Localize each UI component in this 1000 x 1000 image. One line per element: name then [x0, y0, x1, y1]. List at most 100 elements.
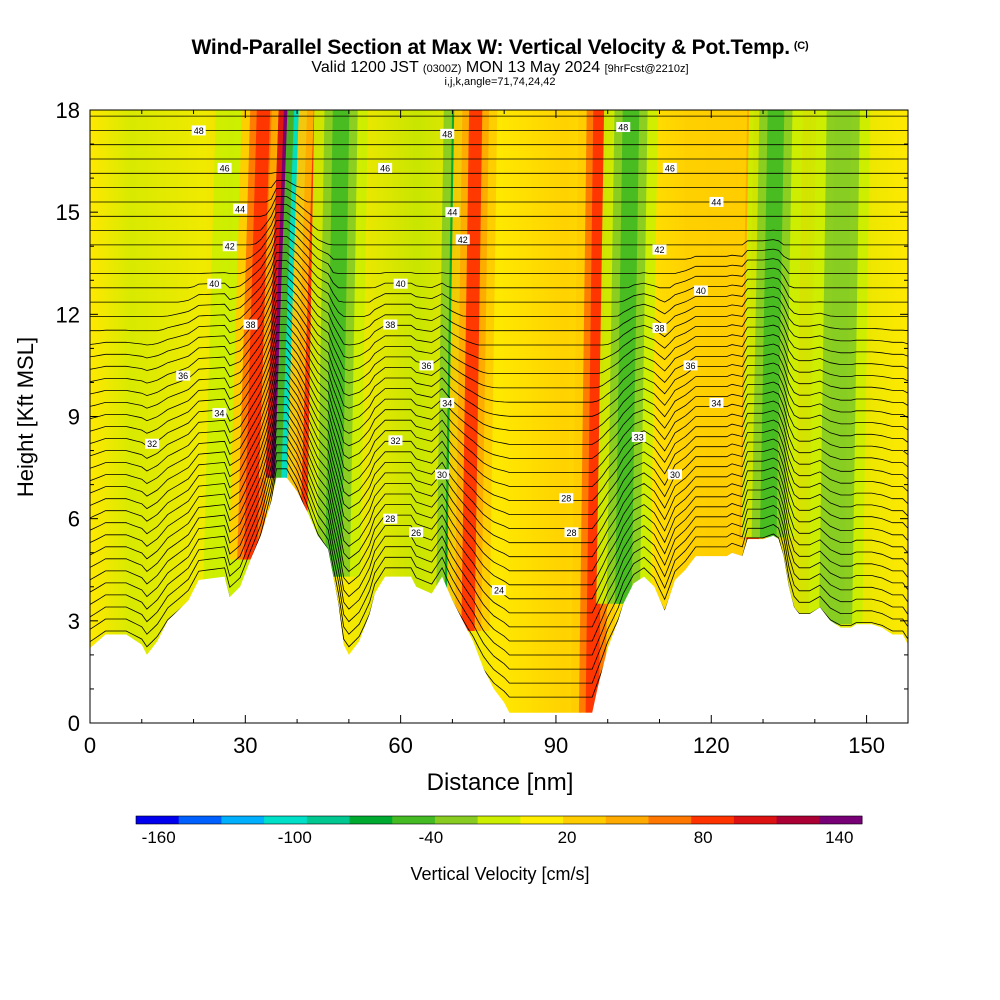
theta-contour — [90, 308, 908, 417]
x-tick-label: 90 — [544, 733, 568, 758]
colorbar-label: Vertical Velocity [cm/s] — [410, 864, 589, 884]
theta-label: 34 — [709, 397, 724, 408]
theta-label-bg — [662, 162, 677, 173]
velocity-band — [243, 110, 271, 560]
y-tick-label: 9 — [68, 405, 80, 430]
theta-label-bg — [455, 234, 470, 245]
theta-contour-labels: 48 46 44 42 40 38 36 34 32 48 46 44 42 40 38 36 34 32 30 28… — [145, 122, 724, 596]
x-tick-label: 120 — [693, 733, 730, 758]
theta-label: 46 — [662, 162, 677, 173]
plot-area: 48 46 44 42 40 38 36 34 32 48 46 44 42 40 38 36 34 32 30 28… — [90, 110, 908, 723]
colorbar-swatch — [434, 816, 479, 824]
theta-label-text: 24 — [494, 586, 504, 596]
theta-label-bg — [440, 397, 455, 408]
theta-label-text: 46 — [220, 163, 230, 173]
theta-label: 28 — [559, 493, 574, 504]
theta-contour — [90, 340, 908, 473]
theta-contour — [90, 420, 908, 614]
theta-label-bg — [631, 431, 646, 442]
theta-contour — [90, 220, 908, 260]
x-tick-label: 150 — [848, 733, 885, 758]
colorbar-tick-label: 140 — [825, 828, 853, 847]
theta-label-text: 36 — [422, 361, 432, 371]
theta-label: 40 — [393, 278, 408, 289]
theta-label: 42 — [455, 234, 470, 245]
theta-label-bg — [233, 203, 248, 214]
colorbar-swatch — [178, 816, 222, 824]
theta-label-text: 38 — [385, 320, 395, 330]
theta-label: 34 — [212, 408, 227, 419]
forecast-tag: [9hrFcst@2210z] — [604, 63, 689, 75]
theta-label-text: 42 — [654, 245, 664, 255]
theta-label-text: 46 — [665, 163, 675, 173]
theta-label: 40 — [693, 285, 708, 296]
theta-label-bg — [393, 278, 408, 289]
theta-label-bg — [243, 319, 258, 330]
theta-label-text: 36 — [686, 361, 696, 371]
theta-label: 48 — [616, 122, 631, 133]
theta-contour — [90, 372, 908, 529]
theta-label-text: 34 — [442, 398, 452, 408]
theta-label: 48 — [191, 125, 206, 136]
theta-label: 28 — [564, 527, 579, 538]
theta-label: 24 — [492, 585, 506, 596]
theta-label-text: 34 — [214, 409, 224, 419]
theta-contour — [90, 396, 908, 572]
theta-contour — [90, 180, 908, 188]
colorbar-swatch — [691, 816, 735, 824]
theta-contours — [90, 115, 908, 698]
theta-contour — [90, 404, 908, 586]
theta-contour — [90, 252, 908, 317]
theta-label-text: 36 — [178, 371, 188, 381]
theta-label: 32 — [388, 435, 403, 446]
theta-label-bg — [419, 360, 434, 371]
chart-title: Wind-Parallel Section at Max W: Vertical… — [0, 36, 1000, 60]
theta-label-text: 30 — [437, 470, 447, 480]
theta-contour — [90, 228, 908, 274]
theta-contour — [90, 428, 908, 628]
theta-label-text: 46 — [380, 163, 390, 173]
theta-label-bg — [652, 322, 667, 333]
velocity-band — [461, 110, 483, 631]
theta-label: 42 — [222, 241, 237, 252]
valid-prefix: Valid 1200 JST — [311, 59, 419, 76]
colorbar-swatch — [776, 816, 820, 824]
theta-label-text: 38 — [654, 323, 664, 333]
velocity-band — [827, 110, 852, 625]
velocity-band — [759, 110, 785, 538]
theta-contour — [90, 292, 908, 389]
y-tick-label: 3 — [68, 609, 80, 634]
theta-label-bg — [217, 162, 232, 173]
theta-label-bg — [176, 370, 191, 381]
y-tick-label: 0 — [68, 711, 80, 736]
theta-label-text: 44 — [711, 197, 721, 207]
theta-label: 40 — [207, 278, 222, 289]
theta-contour — [90, 436, 908, 642]
theta-label: 44 — [445, 207, 460, 218]
x-axis-label: Distance [nm] — [427, 769, 574, 796]
colorbar-swatch — [477, 816, 521, 824]
theta-label-bg — [409, 527, 424, 538]
y-tick-label: 18 — [56, 98, 80, 123]
theta-label-text: 42 — [458, 235, 468, 245]
y-tick-label: 12 — [56, 302, 80, 327]
theta-label-bg — [445, 207, 460, 218]
colorbar-swatch — [733, 816, 778, 824]
theta-label-text: 34 — [711, 398, 721, 408]
theta-label-bg — [191, 125, 206, 136]
theta-label-text: 44 — [447, 208, 457, 218]
theta-contour — [90, 204, 908, 231]
colorbar-tick-label: -100 — [278, 828, 312, 847]
theta-label: 44 — [233, 203, 248, 214]
x-tick-label: 60 — [388, 733, 412, 758]
theta-label-text: 40 — [209, 279, 219, 289]
theta-label-text: 28 — [566, 528, 576, 538]
theta-label: 26 — [409, 527, 424, 538]
theta-label-bg — [616, 122, 631, 133]
theta-contour — [90, 300, 908, 403]
theta-contour — [90, 172, 908, 174]
theta-contour — [90, 284, 908, 374]
theta-label: 36 — [419, 360, 434, 371]
chart-title-tag: (C) — [793, 40, 809, 52]
